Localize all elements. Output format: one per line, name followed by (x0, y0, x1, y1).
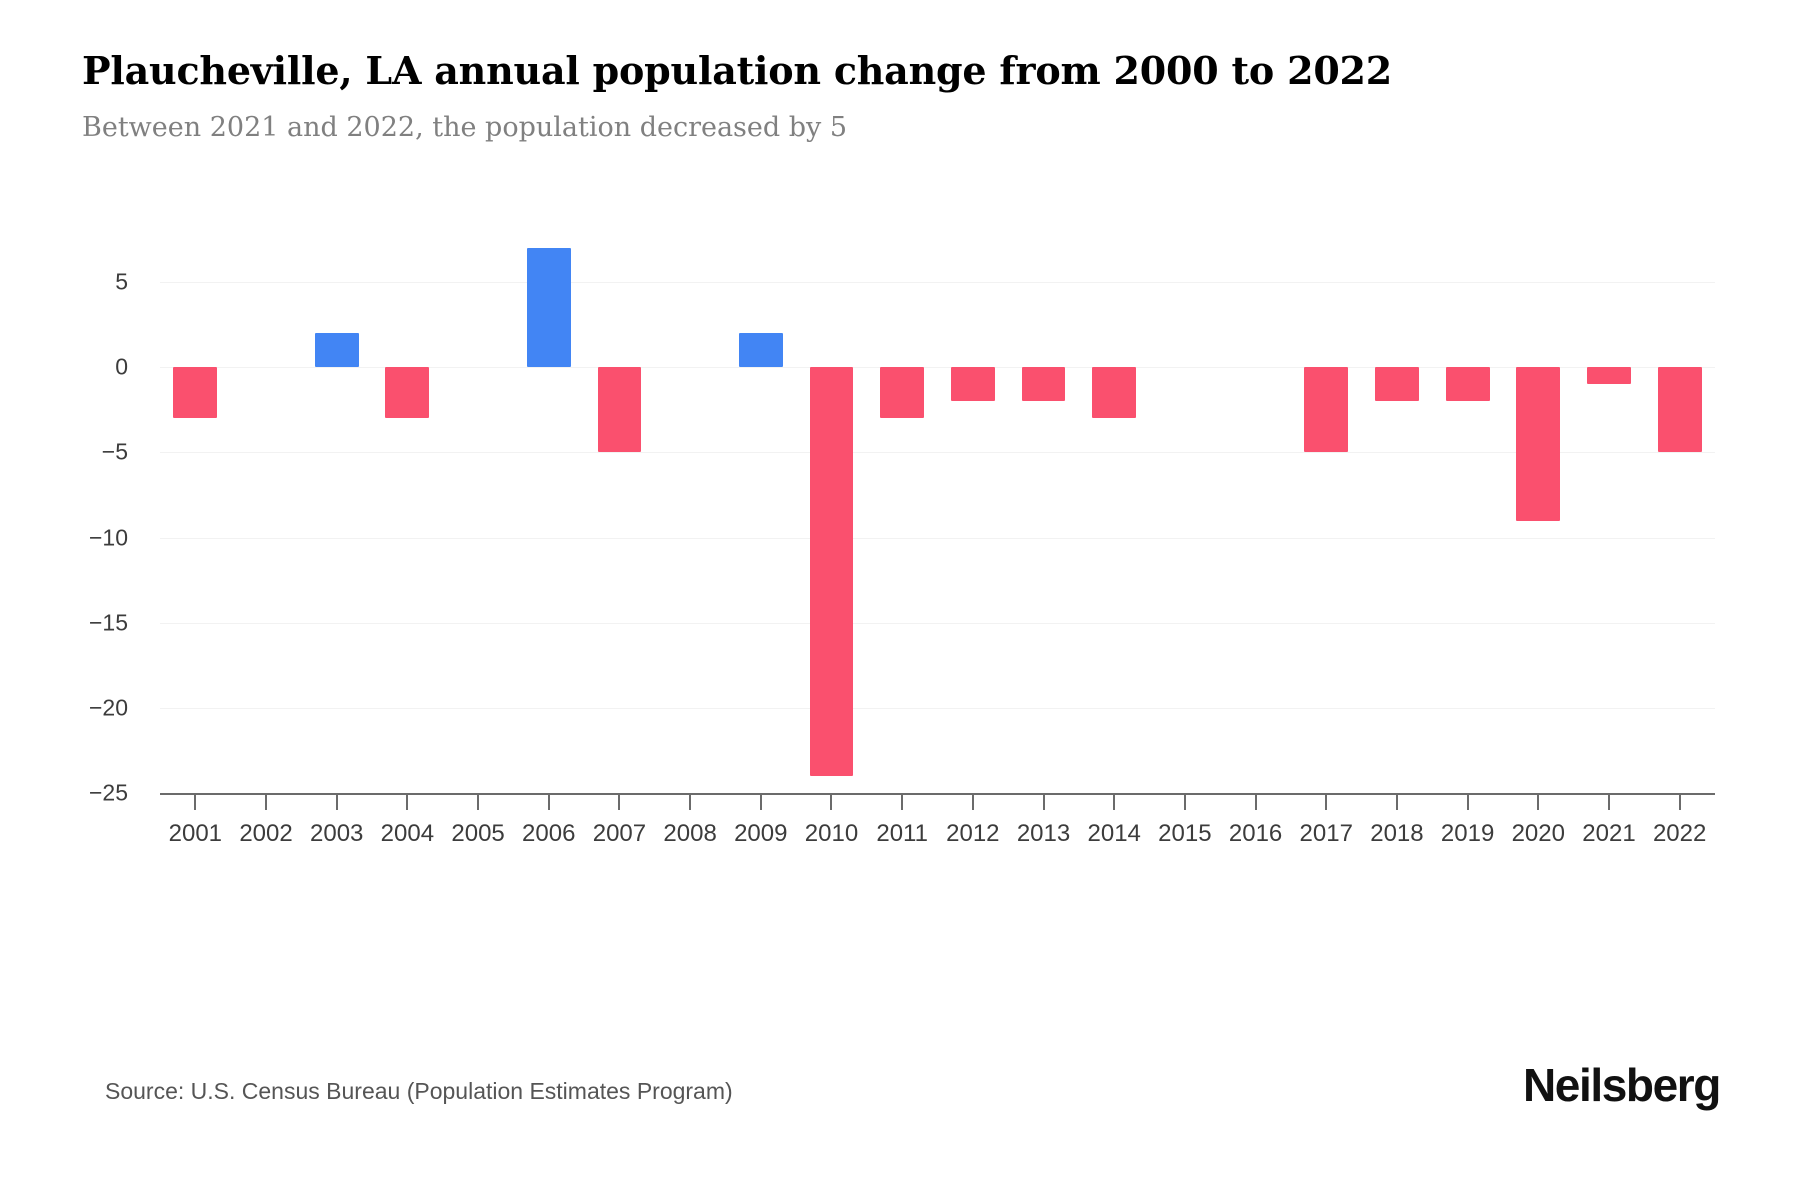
x-axis-tick-label-2007: 2007 (592, 820, 647, 847)
x-axis-tick-label-2020: 2020 (1511, 820, 1565, 847)
x-axis-tickmark (901, 793, 904, 810)
y-axis-tick-label: −15 (88, 609, 128, 636)
x-axis-tick-label-2015: 2015 (1158, 820, 1212, 847)
source-note: Source: U.S. Census Bureau (Population E… (105, 1078, 733, 1104)
gridline (160, 367, 1715, 369)
bar-series (160, 248, 1715, 793)
gridline (160, 537, 1715, 539)
x-axis-tickmark (1113, 793, 1116, 810)
x-axis-line (160, 793, 1715, 795)
x-axis-tickmark (1325, 793, 1328, 810)
gridline (160, 707, 1715, 709)
bar-2004[interactable] (385, 367, 430, 419)
y-axis-tick-label: −25 (88, 779, 128, 806)
bar-2021[interactable] (1587, 367, 1631, 385)
x-axis-labels: 2001 2002 2003 2004 2005 2006 2007 2008 2009 2010… (160, 820, 1715, 860)
page-title: Plaucheville, LA annual population chang… (82, 48, 1393, 93)
x-axis-tick-label-2004: 2004 (380, 820, 435, 847)
x-axis-tickmark (618, 793, 621, 810)
x-axis-tickmark (1466, 793, 1469, 810)
x-axis-tick-label-2011: 2011 (876, 820, 928, 847)
x-axis-tickmark (265, 793, 268, 810)
x-axis-tickmark (1537, 793, 1540, 810)
x-axis-tickmark (547, 793, 550, 810)
bar-2014[interactable] (1092, 367, 1137, 419)
x-axis-tick-label-2010: 2010 (804, 820, 859, 847)
bar-2012[interactable] (950, 367, 995, 402)
x-axis-tickmark (1678, 793, 1681, 810)
x-axis-tickmark (1183, 793, 1186, 810)
y-axis-tick-label: −20 (88, 694, 128, 721)
x-axis-tick-label-2009: 2009 (734, 820, 788, 847)
chart-subtitle: Between 2021 and 2022, the population de… (82, 111, 848, 143)
y-axis-labels: 5 0 −5 −10 −15 −20 −25 (0, 248, 140, 806)
x-axis-tickmark (1254, 793, 1257, 810)
x-axis-tick-label-2002: 2002 (239, 820, 293, 847)
brand-logo: Neilsberg (1522, 1059, 1721, 1111)
x-axis-tickmark (335, 793, 338, 810)
x-axis-tick-label-2008: 2008 (663, 820, 717, 847)
bar-2018[interactable] (1375, 367, 1419, 402)
gridline (160, 622, 1715, 624)
x-axis-tick-label-2019: 2019 (1440, 820, 1495, 847)
x-axis-tickmark (1607, 793, 1610, 810)
x-axis-tick-label-2012: 2012 (946, 820, 1000, 847)
gridline (160, 452, 1715, 454)
x-axis-tickmark (689, 793, 692, 810)
x-axis-tick-label-2017: 2017 (1299, 820, 1353, 847)
gridline (160, 282, 1715, 284)
chart-header: Plaucheville, LA annual population chang… (82, 48, 1732, 144)
x-axis-tickmark (1042, 793, 1045, 810)
y-axis-tick-label: 5 (115, 268, 128, 295)
x-axis-tickmark (194, 793, 197, 810)
x-axis-tick-label-2003: 2003 (310, 820, 364, 847)
bar-2011[interactable] (880, 367, 925, 419)
x-axis-tick-label-2014: 2014 (1087, 820, 1141, 847)
bar-2006[interactable] (526, 248, 571, 368)
y-axis-tick-label: −5 (101, 438, 128, 465)
x-axis-tickmark (477, 793, 480, 810)
x-axis-tickmark (971, 793, 974, 810)
bar-2017[interactable] (1304, 367, 1349, 453)
bar-2020[interactable] (1516, 367, 1561, 521)
x-axis-tick-label-2022: 2022 (1652, 820, 1707, 847)
x-axis-tickmarks (160, 793, 1715, 811)
bar-2003[interactable] (314, 333, 359, 368)
x-axis-tick-label-2013: 2013 (1016, 820, 1071, 847)
bar-2007[interactable] (597, 367, 642, 453)
bar-2013[interactable] (1021, 367, 1066, 402)
x-axis-tickmark (830, 793, 833, 810)
bar-2001[interactable] (173, 367, 218, 419)
x-axis-tick-label-2018: 2018 (1370, 820, 1424, 847)
bar-2022[interactable] (1657, 367, 1702, 453)
x-axis-tickmark (759, 793, 762, 810)
x-axis-tick-label-2021: 2021 (1582, 820, 1636, 847)
y-axis-tick-label: −10 (88, 524, 128, 551)
x-axis-tickmark (406, 793, 409, 810)
bar-2009[interactable] (738, 333, 783, 368)
x-axis-tick-label-2016: 2016 (1228, 820, 1283, 847)
x-axis-tick-label-2005: 2005 (451, 820, 505, 847)
y-axis-tick-label: 0 (115, 353, 128, 380)
bar-2019[interactable] (1445, 367, 1490, 402)
bar-2010[interactable] (809, 367, 854, 776)
x-axis-tickmark (1395, 793, 1398, 810)
x-axis-tick-label-2001: 2001 (168, 820, 223, 847)
x-axis-tick-label-2006: 2006 (522, 820, 576, 847)
